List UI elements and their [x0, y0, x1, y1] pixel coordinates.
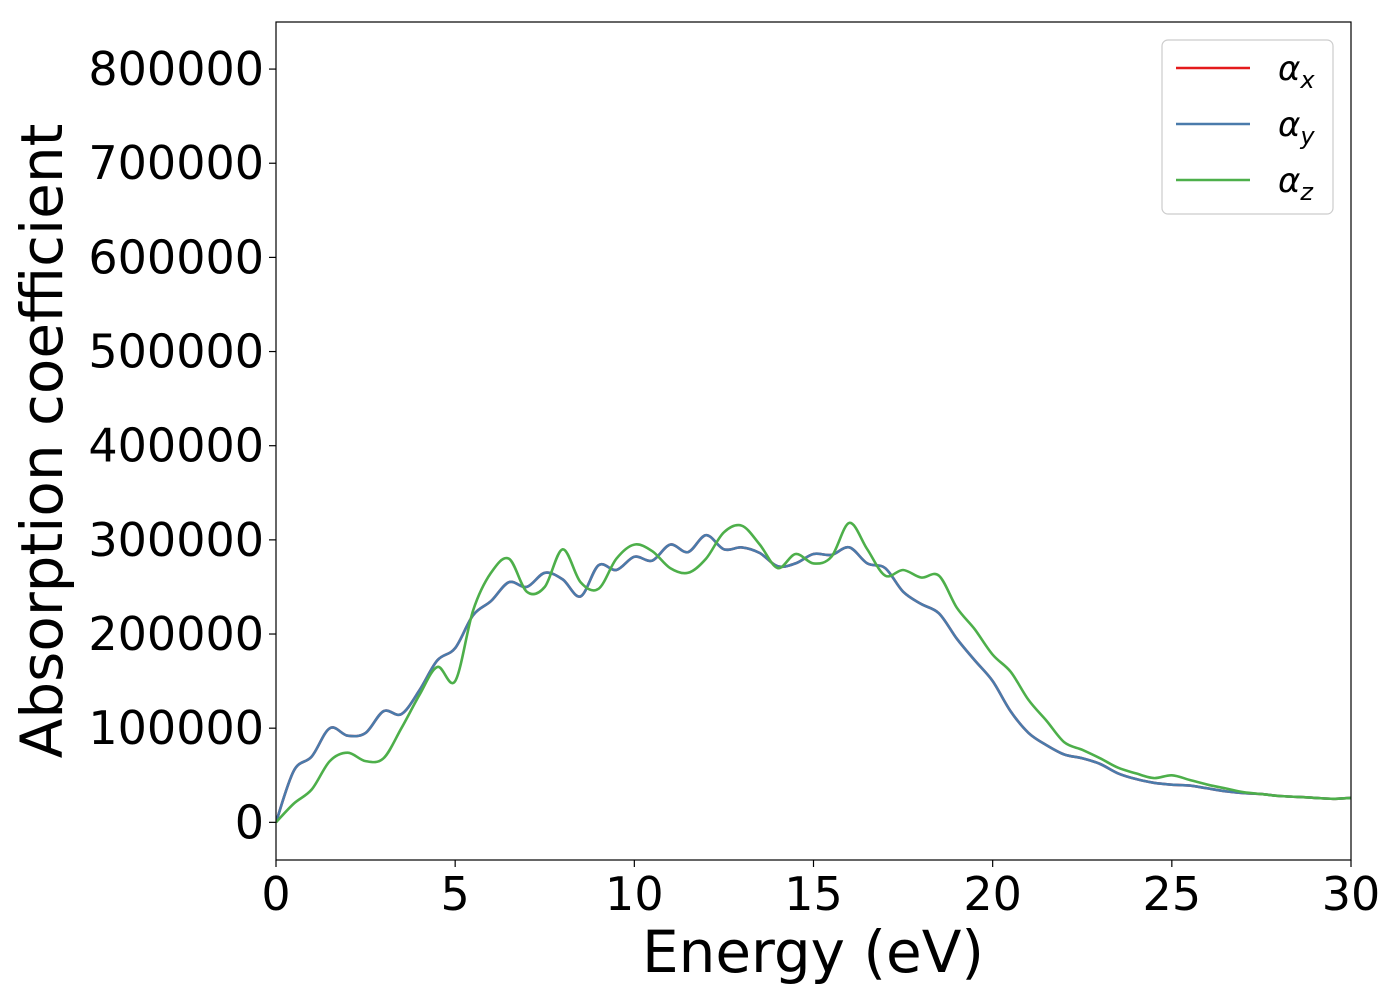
plot-frame — [275, 21, 1352, 861]
x-tick-label: 25 — [1143, 867, 1202, 921]
y-tick-label: 500000 — [88, 325, 264, 379]
y-tick-label: 0 — [235, 795, 264, 849]
y-tick-label: 600000 — [88, 230, 264, 284]
y-tick-label: 700000 — [88, 136, 264, 190]
x-tick-label: 0 — [261, 867, 290, 921]
legend-label-z: αz — [1278, 161, 1314, 206]
legend-label-symbol: α — [1278, 161, 1300, 201]
legend-label-subscript: y — [1299, 122, 1315, 150]
x-tick-label: 20 — [963, 867, 1022, 921]
y-axis-ticks: 0 100000 200000 300000 400000 500000 600000 700… — [88, 42, 276, 849]
series-line-y — [276, 533, 1351, 823]
y-tick-label: 400000 — [88, 419, 264, 473]
series-line-z — [276, 521, 1351, 824]
x-tick-label: 5 — [441, 867, 470, 921]
legend-label-x: αx — [1278, 49, 1315, 94]
y-tick-label: 100000 — [88, 701, 264, 755]
legend-label-y: αy — [1278, 105, 1315, 150]
y-tick-label: 200000 — [88, 607, 264, 661]
x-tick-label: 30 — [1322, 867, 1381, 921]
legend-box — [1161, 39, 1334, 215]
y-axis-title: Absorption coefficient — [8, 124, 76, 759]
x-tick-label: 15 — [784, 867, 843, 921]
legend-label-symbol: α — [1278, 105, 1300, 145]
y-tick-label: 300000 — [88, 513, 264, 567]
legend-label-subscript: x — [1299, 66, 1315, 94]
x-tick-label: 10 — [605, 867, 664, 921]
series-lines — [276, 521, 1351, 824]
legend-label-subscript: z — [1299, 178, 1314, 206]
x-axis-title: Energy (eV) — [642, 918, 984, 986]
legend-label-symbol: α — [1278, 49, 1300, 89]
y-tick-label: 800000 — [88, 42, 264, 96]
x-axis-ticks: 0 5 10 15 20 25 30 — [261, 860, 1380, 921]
